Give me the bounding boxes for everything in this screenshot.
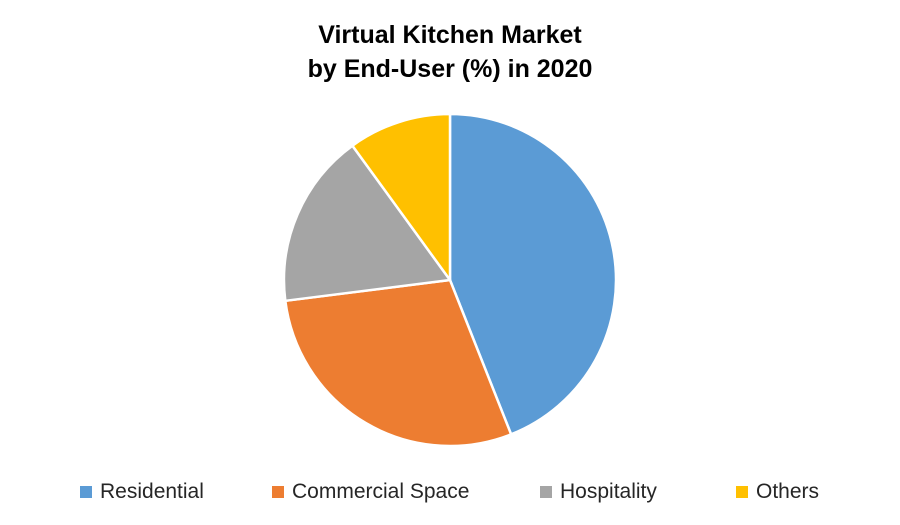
legend-item-residential: Residential [80,480,204,504]
pie-slice-others [351,112,452,282]
legend-label-residential: Residential [100,480,204,503]
legend-label-others: Others [756,480,820,503]
legend-label-commercial-space: Commercial Space [292,480,470,503]
legend-swatch-commercial-space [272,486,284,498]
legend-item-hospitality: Hospitality [540,480,657,504]
legend-swatch-hospitality [540,486,552,498]
chart-title-line-1: Virtual Kitchen Market [318,21,582,49]
pie-slice-hospitality [282,144,452,303]
legend: Residential Commercial Space Hospitality… [0,480,900,510]
legend-swatch-residential [80,486,92,498]
legend-label-hospitality: Hospitality [560,480,657,503]
chart-title-line-2: by End-User (%) in 2020 [307,55,593,83]
legend-swatch-others [736,486,748,498]
pie-slice-residential [448,112,618,436]
chart-title: Virtual Kitchen Market by End-User (%) i… [0,18,900,86]
pie-slice-commercial-space [284,278,513,448]
legend-item-others: Others [736,480,819,504]
legend-item-commercial-space: Commercial Space [272,480,469,504]
